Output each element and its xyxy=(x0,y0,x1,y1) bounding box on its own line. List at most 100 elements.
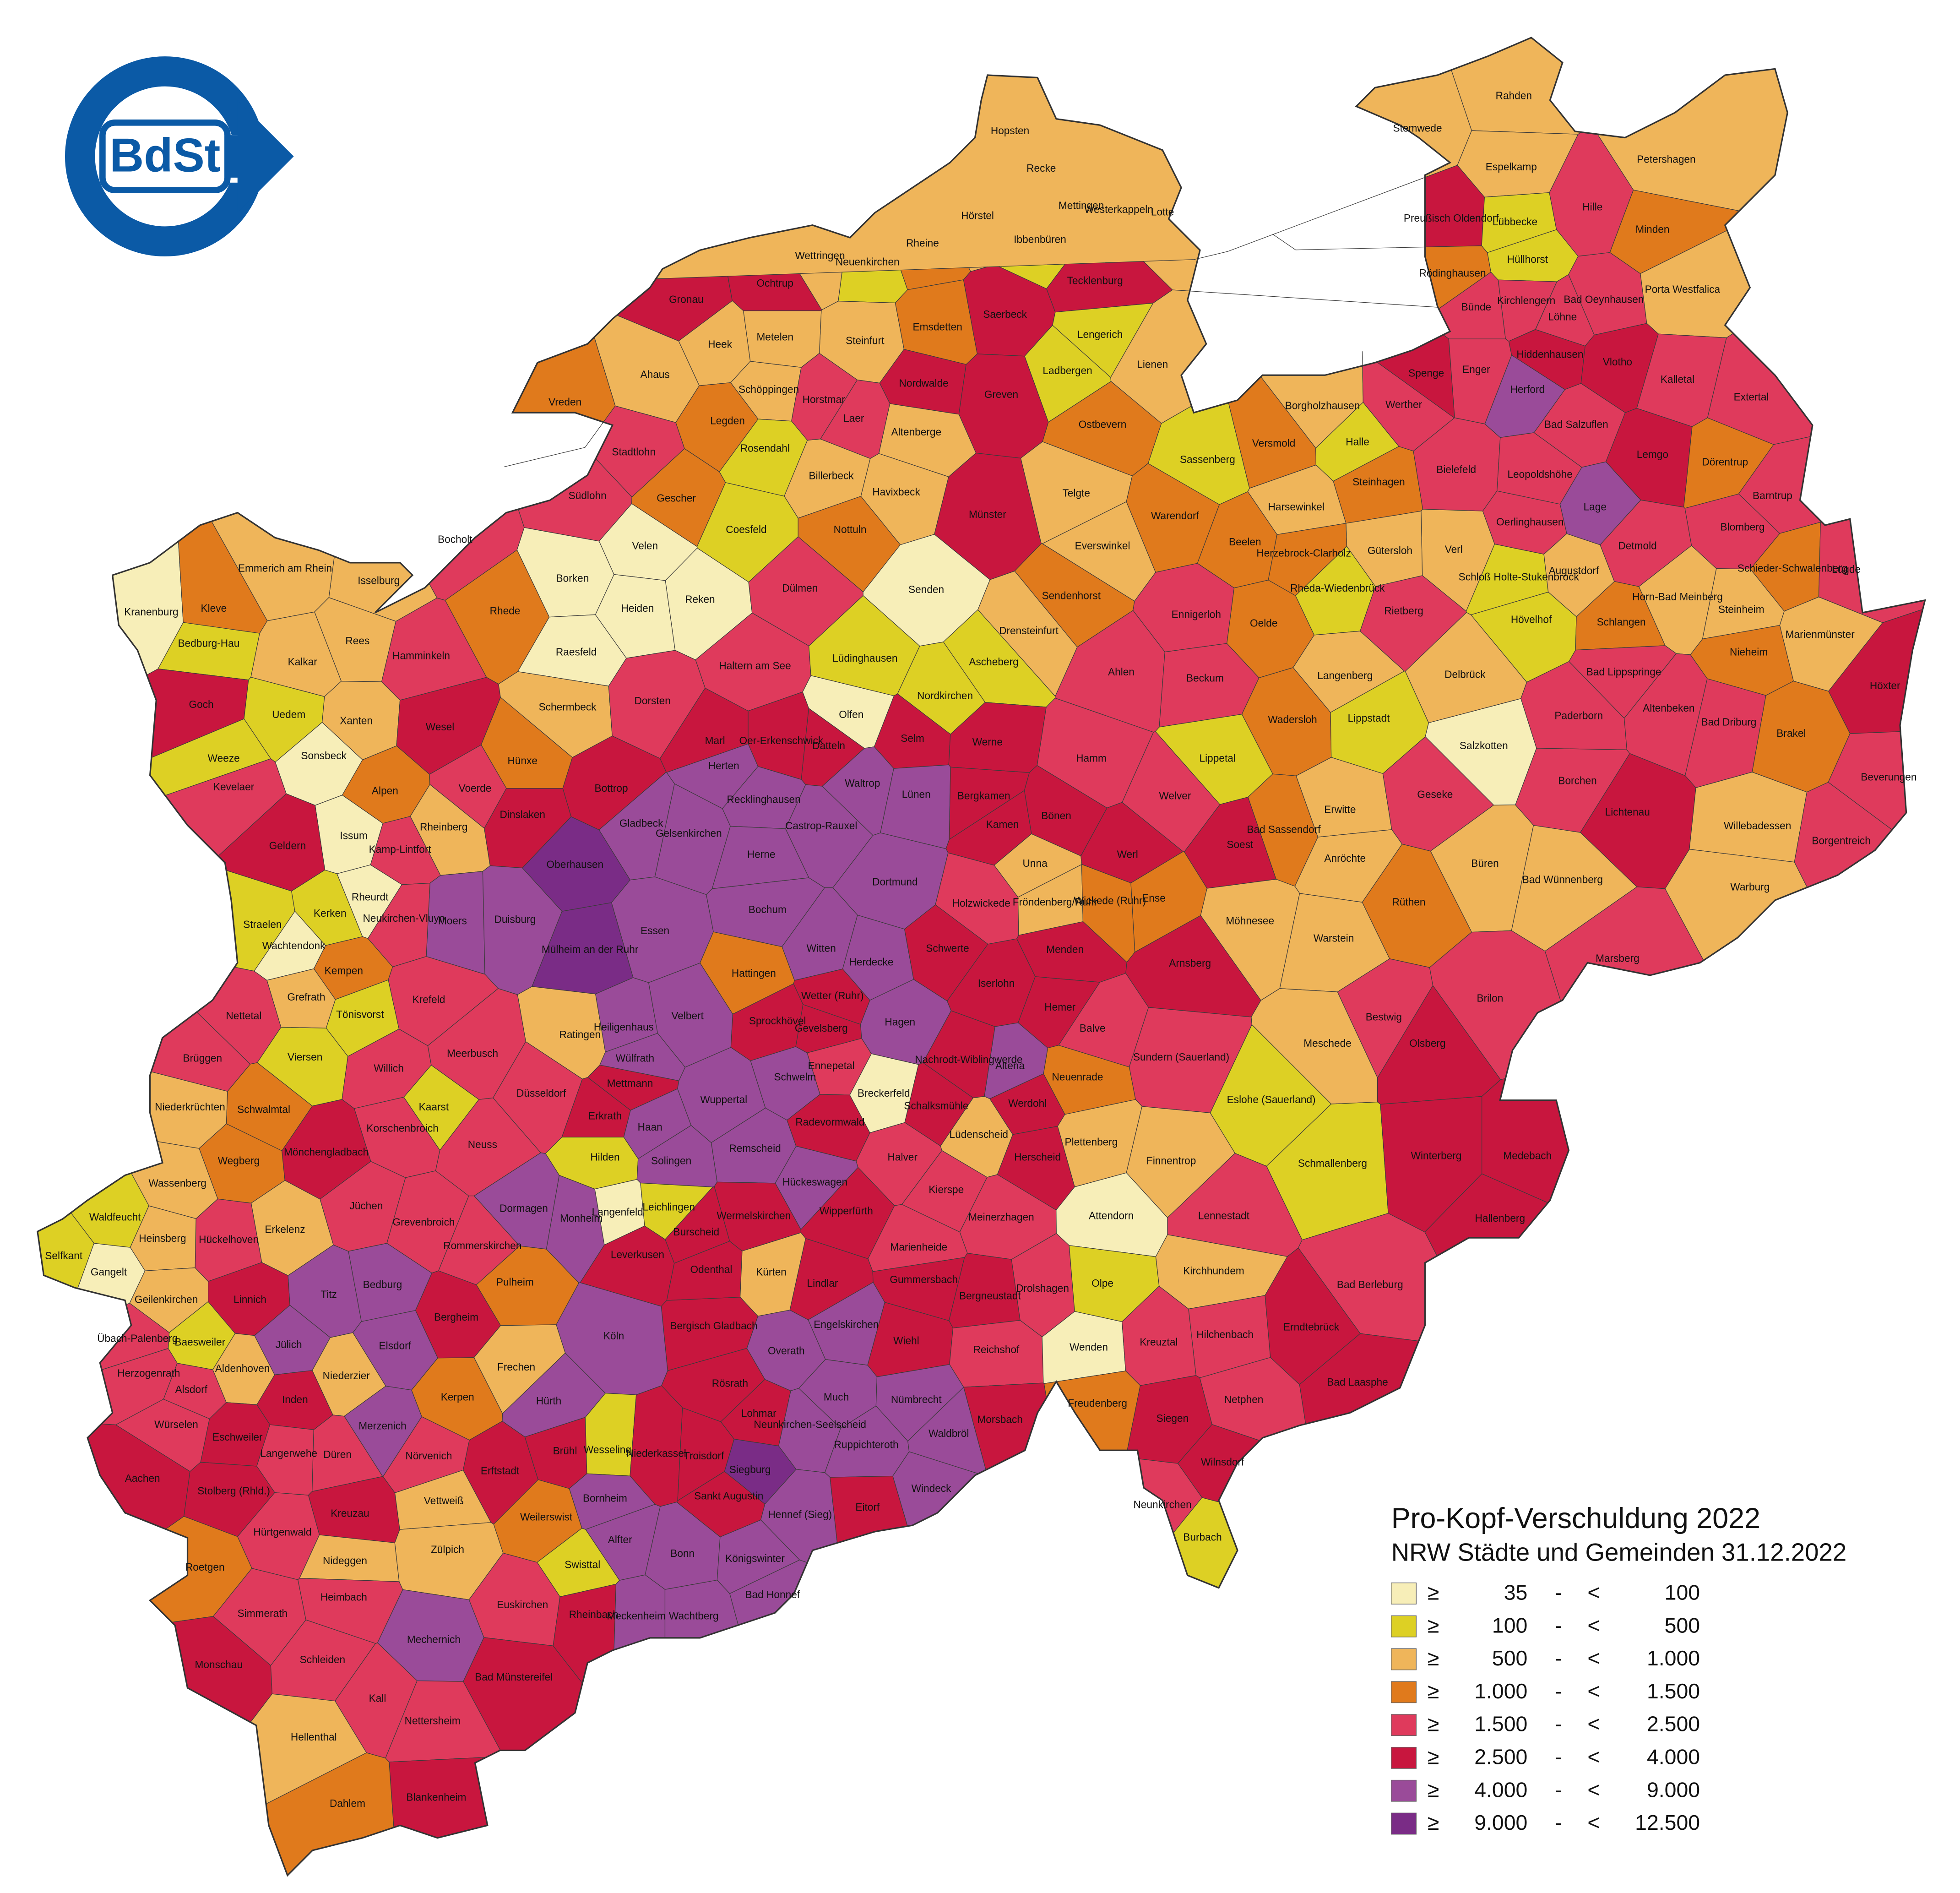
municipality-label: Hille xyxy=(1582,201,1602,212)
municipality-label: Zülpich xyxy=(431,1544,464,1556)
municipality-label: Bergneustadt xyxy=(959,1289,1021,1301)
municipality-label: Schieder-Schwalenberg xyxy=(1737,562,1848,574)
municipality-label: Heimbach xyxy=(320,1591,367,1603)
municipality-label: Viersen xyxy=(288,1051,322,1063)
municipality-label: Alfter xyxy=(608,1534,632,1545)
municipality-label: Saerbeck xyxy=(983,308,1027,320)
municipality-label: Werne xyxy=(972,736,1003,748)
legend-lower: 35 xyxy=(1504,1581,1528,1605)
municipality-label: Waldbröl xyxy=(928,1427,969,1439)
municipality-label: Olpe xyxy=(1091,1277,1113,1289)
municipality-label: Marl xyxy=(705,734,725,746)
municipality-label: Freudenberg xyxy=(1068,1397,1127,1409)
municipality-label: Langerwehe xyxy=(260,1447,317,1459)
municipality-label: Kürten xyxy=(756,1266,787,1278)
municipality-label: Kaarst xyxy=(419,1101,449,1113)
municipality-label: Waldfeucht xyxy=(89,1211,141,1223)
municipality-label: Oer-Erkenschwick xyxy=(739,734,823,746)
municipality-label: Lemgo xyxy=(1637,448,1668,460)
municipality-label: Verl xyxy=(1445,544,1463,555)
municipality-label: Kamen xyxy=(986,818,1019,830)
municipality-label: Blankenheim xyxy=(406,1791,466,1803)
municipality-label: Essen xyxy=(641,925,669,936)
municipality-label: Aachen xyxy=(125,1472,160,1484)
municipality-label: Swisttal xyxy=(565,1558,600,1570)
municipality-label: Lotte xyxy=(1151,206,1174,218)
legend-upper: 1.000 xyxy=(1647,1646,1700,1670)
legend-symbol-min: ≥ xyxy=(1428,1712,1439,1736)
municipality-label: Emsdetten xyxy=(913,321,962,333)
municipality-label: Wickede (Ruhr) xyxy=(1074,895,1146,907)
municipality-label: Lippetal xyxy=(1200,752,1236,764)
municipality-label: Kevelaer xyxy=(213,781,255,793)
municipality-label: Werl xyxy=(1117,849,1138,860)
legend-symbol-max: < xyxy=(1587,1745,1600,1769)
state-outline xyxy=(37,37,1926,1877)
municipality-label: Bad Münstereifel xyxy=(475,1671,553,1683)
municipality-label: Ratingen xyxy=(559,1028,601,1040)
legend-swatch xyxy=(1391,1714,1417,1736)
legend-lower: 500 xyxy=(1492,1646,1527,1670)
municipality-label: Bedburg-Hau xyxy=(178,637,240,649)
municipality-label: Ennepetal xyxy=(808,1060,855,1072)
municipality-label: Leichlingen xyxy=(642,1201,695,1213)
municipality-label: Wesel xyxy=(426,721,455,733)
municipality-label: Bergheim xyxy=(434,1311,478,1323)
municipality-label: Bottrop xyxy=(595,782,628,794)
municipality-label: Lügde xyxy=(1832,563,1861,575)
municipality-label: Grefrath xyxy=(287,991,325,1003)
municipality-label: Velbert xyxy=(671,1010,704,1022)
municipality-label: Rheine xyxy=(906,237,939,249)
municipality-label: Nordwalde xyxy=(899,377,948,389)
municipality-label: Düsseldorf xyxy=(516,1087,566,1099)
municipality-label: Eslohe (Sauerland) xyxy=(1227,1093,1316,1105)
municipality-label: Ennigerloh xyxy=(1172,608,1221,620)
municipality-label: Herscheid xyxy=(1014,1151,1061,1163)
municipality-label: Balve xyxy=(1080,1022,1106,1034)
municipality-label: Isselburg xyxy=(358,575,400,587)
logo-box xyxy=(99,119,231,194)
municipality-label: Neunkirchen xyxy=(1134,1498,1192,1510)
municipality-label: Eitorf xyxy=(855,1501,880,1513)
municipality-label: Hünxe xyxy=(507,755,538,767)
legend-upper: 500 xyxy=(1665,1613,1700,1637)
municipality-label: Schlangen xyxy=(1597,616,1646,628)
municipality-label: Bestwig xyxy=(1366,1011,1402,1023)
logo: BdSt xyxy=(65,56,294,256)
municipality-label: Hilchenbach xyxy=(1196,1328,1254,1340)
municipality-label: Morsbach xyxy=(977,1414,1022,1425)
municipality-label: Hörstel xyxy=(961,210,994,222)
municipality-label: Wassenberg xyxy=(149,1177,206,1189)
municipality-label: Nümbrecht xyxy=(891,1393,942,1405)
municipality-label: Wettringen xyxy=(795,250,845,261)
municipality-label: Werther xyxy=(1385,398,1422,410)
legend-swatch xyxy=(1391,1812,1417,1835)
legend-lower: 1.000 xyxy=(1474,1679,1527,1703)
municipality-label: Bünde xyxy=(1461,301,1492,313)
municipality-label: Borgholzhausen xyxy=(1285,400,1360,412)
municipality-label: Lindlar xyxy=(807,1277,838,1289)
legend-upper: 2.500 xyxy=(1647,1712,1700,1736)
municipality-label: Meckenheim xyxy=(607,1610,665,1621)
municipality-label: Plettenberg xyxy=(1065,1136,1118,1148)
municipality-label: Vettweiß xyxy=(424,1495,464,1507)
municipality-label: Willich xyxy=(374,1062,403,1074)
municipality-label: Jüchen xyxy=(349,1200,383,1212)
municipality-label: Rees xyxy=(345,635,369,647)
municipality-label: Höxter xyxy=(1870,680,1900,691)
municipality-label: Wachtberg xyxy=(669,1610,719,1621)
municipality-label: Neukirchen-Vluyn xyxy=(363,912,445,924)
municipality-label: Herten xyxy=(708,760,739,772)
municipality-label: Herdecke xyxy=(849,956,893,968)
legend-subtitle: NRW Städte und Gemeinden 31.12.2022 xyxy=(1391,1538,1846,1566)
municipality-label: Halle xyxy=(1346,436,1369,448)
municipality-label: Netphen xyxy=(1224,1393,1264,1405)
municipality-label: Minden xyxy=(1635,223,1669,235)
legend-symbol-min: ≥ xyxy=(1428,1613,1439,1637)
municipality-label: Solingen xyxy=(651,1155,691,1167)
municipality-label: Warburg xyxy=(1730,881,1770,893)
municipality-label: Sundern (Sauerland) xyxy=(1133,1051,1229,1063)
municipality-label: Kreuztal xyxy=(1140,1336,1178,1348)
municipality-label: Kerpen xyxy=(441,1391,474,1403)
municipality-label: Alsdorf xyxy=(175,1383,207,1395)
